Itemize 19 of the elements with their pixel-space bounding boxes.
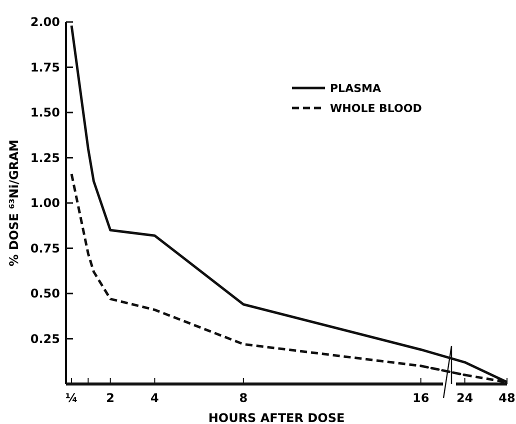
- x-tick-label: 4: [150, 391, 159, 405]
- y-axis-title: % DOSE ⁶³Ni/GRAM: [7, 140, 21, 266]
- x-tick-label: 16: [412, 391, 430, 405]
- y-tick-label: 1.75: [30, 60, 60, 74]
- y-tick-label: 1.00: [30, 196, 60, 210]
- x-tick-label: 8: [239, 391, 248, 405]
- x-tick-label: ¼: [65, 391, 78, 405]
- x-tick-label: 48: [498, 391, 516, 405]
- y-tick-label: 0.25: [30, 332, 60, 346]
- y-tick-label: 0.75: [30, 241, 60, 256]
- y-tick-label: 0.50: [30, 286, 60, 301]
- y-tick-label: 1.25: [30, 150, 60, 165]
- x-axis-title: HOURS AFTER DOSE: [208, 411, 345, 424]
- legend-label: PLASMA: [330, 82, 382, 95]
- y-tick-label: 1.50: [30, 106, 60, 120]
- x-tick-label: 24: [456, 391, 474, 405]
- y-tick-label: 2.00: [30, 15, 60, 30]
- legend-label: WHOLE BLOOD: [330, 102, 422, 115]
- x-tick-label: 2: [106, 391, 115, 405]
